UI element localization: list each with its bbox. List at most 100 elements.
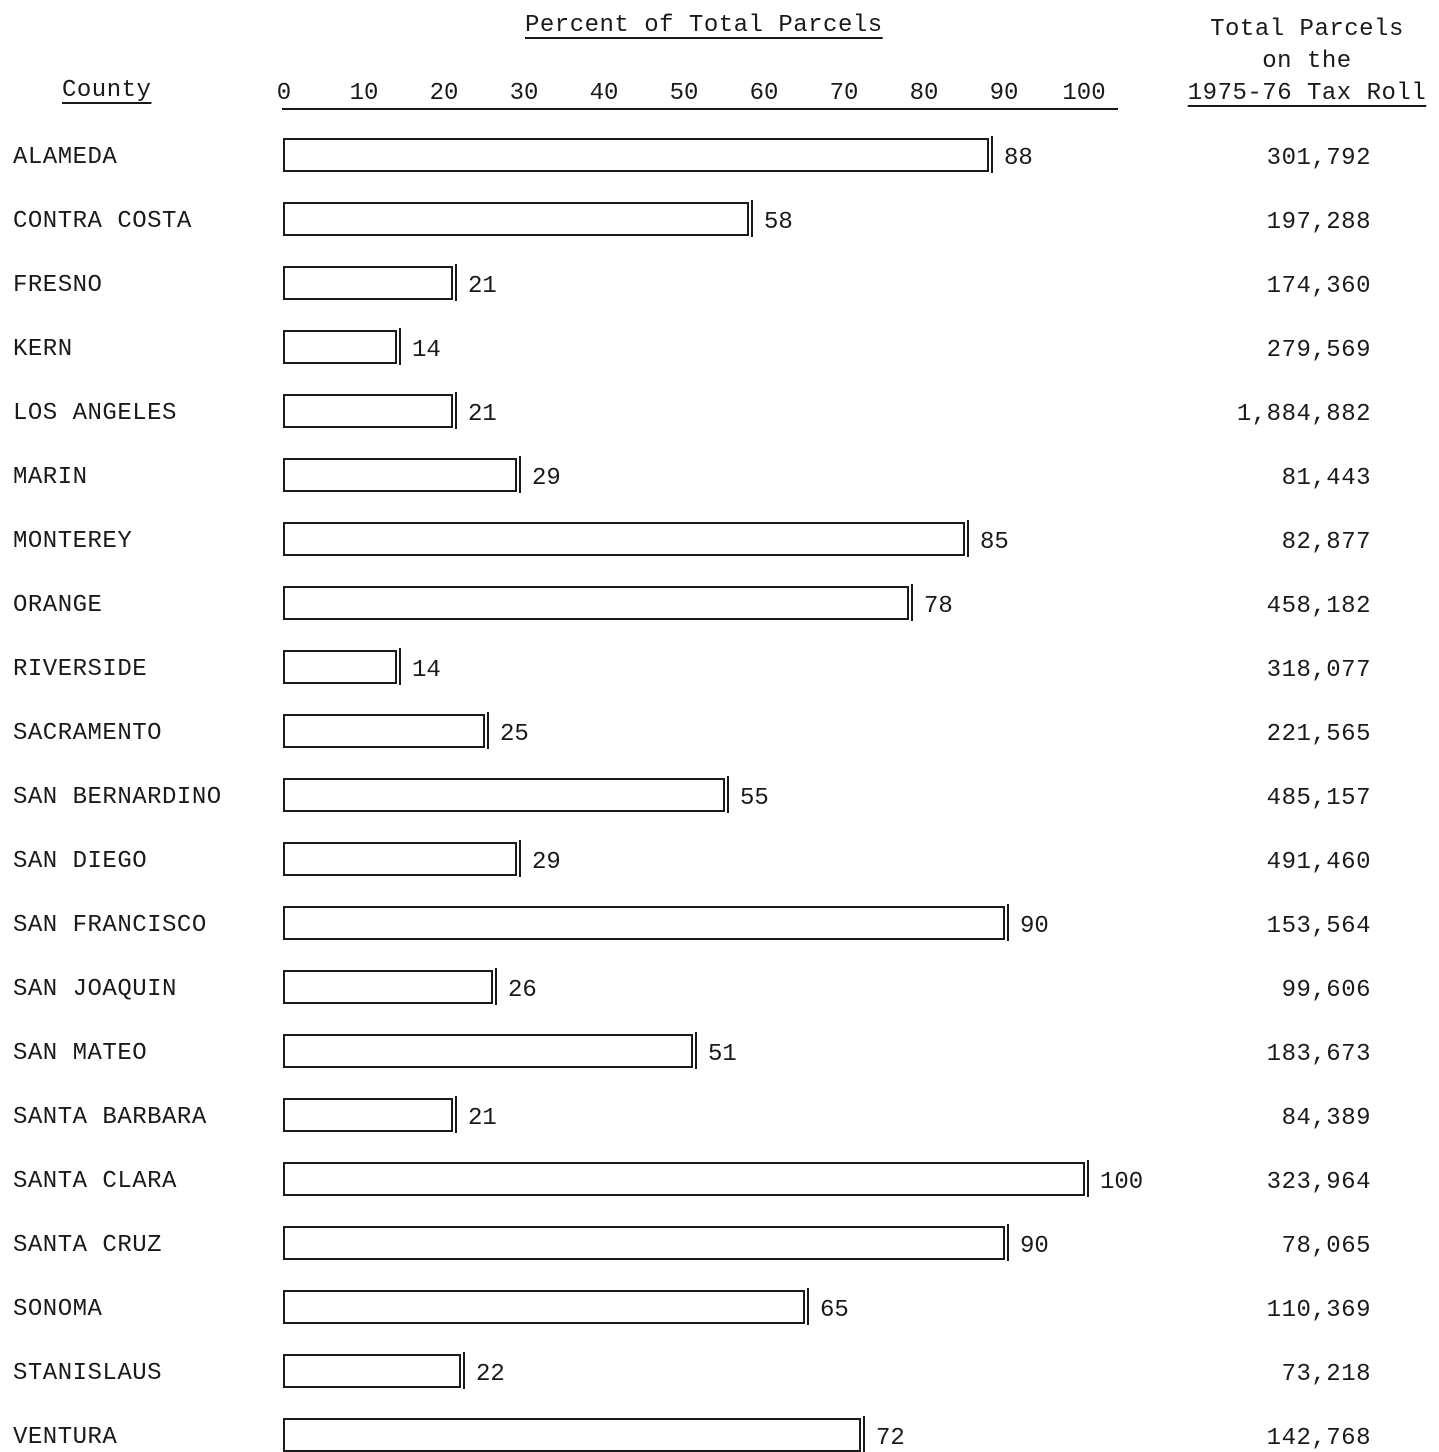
percent-bar [283, 714, 485, 748]
total-parcels-value: 84,389 [1282, 1105, 1371, 1132]
x-tick-label: 10 [350, 80, 379, 107]
county-label: SACRAMENTO [13, 720, 162, 747]
total-parcels-value: 142,768 [1267, 1425, 1371, 1452]
chart-row: SONOMA 65 110,369 [13, 1288, 1371, 1325]
county-column-header: County [62, 77, 152, 104]
chart-row: SANTA CLARA 100 323,964 [13, 1160, 1371, 1197]
percent-bar [283, 586, 909, 620]
percent-bar [283, 906, 1005, 940]
percent-bar [283, 970, 493, 1004]
chart-title: Percent of Total Parcels [525, 12, 883, 39]
bar-value-label: 21 [468, 1105, 497, 1132]
percent-bar [283, 330, 397, 364]
chart-row: ORANGE 78 458,182 [13, 584, 1371, 621]
x-tick-label: 80 [910, 80, 939, 107]
percent-bar [283, 650, 397, 684]
total-parcels-value: 301,792 [1267, 145, 1371, 172]
county-label: CONTRA COSTA [13, 208, 192, 235]
total-parcels-value: 279,569 [1267, 337, 1371, 364]
percent-bar [283, 778, 725, 812]
total-parcels-value: 491,460 [1267, 849, 1371, 876]
total-parcels-value: 153,564 [1267, 913, 1371, 940]
county-label: LOS ANGELES [13, 400, 177, 427]
chart-row: SAN MATEO 51 183,673 [13, 1032, 1371, 1069]
bar-value-label: 55 [740, 785, 769, 812]
total-parcels-value: 323,964 [1267, 1169, 1371, 1196]
x-tick-label: 20 [430, 80, 459, 107]
chart-row: CONTRA COSTA 58 197,288 [13, 200, 1371, 237]
chart-row: LOS ANGELES 21 1,884,882 [13, 392, 1371, 429]
chart-row: RIVERSIDE 14 318,077 [13, 648, 1371, 685]
total-parcels-value: 458,182 [1267, 593, 1371, 620]
total-parcels-value: 99,606 [1282, 977, 1371, 1004]
chart-row: SACRAMENTO 25 221,565 [13, 712, 1371, 749]
percent-bar [283, 1418, 861, 1452]
county-label: SAN JOAQUIN [13, 976, 177, 1003]
chart-row: SANTA BARBARA 21 84,389 [13, 1096, 1371, 1133]
bar-value-label: 85 [980, 529, 1009, 556]
chart-row: VENTURA 72 142,768 [13, 1416, 1371, 1452]
county-label: SAN BERNARDINO [13, 784, 222, 811]
chart-row: MONTEREY 85 82,877 [13, 520, 1371, 557]
bar-value-label: 29 [532, 465, 561, 492]
percent-bar [283, 394, 453, 428]
county-label: SAN DIEGO [13, 848, 147, 875]
bar-value-label: 100 [1100, 1169, 1143, 1196]
chart-row: ALAMEDA 88 301,792 [13, 136, 1371, 173]
bar-value-label: 25 [500, 721, 529, 748]
county-label: MONTEREY [13, 528, 132, 555]
chart-row: STANISLAUS 22 73,218 [13, 1352, 1371, 1389]
x-tick-label: 30 [510, 80, 539, 107]
county-label: SONOMA [13, 1296, 103, 1323]
county-label: MARIN [13, 464, 88, 491]
bar-value-label: 58 [764, 209, 793, 236]
county-label: SANTA BARBARA [13, 1104, 207, 1131]
county-label: KERN [13, 336, 73, 363]
chart-row: SAN FRANCISCO 90 153,564 [13, 904, 1371, 941]
percent-bar [283, 458, 517, 492]
county-label: VENTURA [13, 1424, 117, 1451]
percent-bar [283, 1354, 461, 1388]
bar-value-label: 51 [708, 1041, 737, 1068]
county-label: ORANGE [13, 592, 102, 619]
county-label: RIVERSIDE [13, 656, 147, 683]
bar-value-label: 78 [924, 593, 953, 620]
county-label: FRESNO [13, 272, 102, 299]
bar-value-label: 21 [468, 273, 497, 300]
x-tick-label: 40 [590, 80, 619, 107]
total-parcels-value: 110,369 [1267, 1297, 1371, 1324]
total-parcels-header-line-2: on the [1262, 48, 1352, 75]
percent-bar [283, 1034, 693, 1068]
county-label: SANTA CLARA [13, 1168, 177, 1195]
percent-bar [283, 266, 453, 300]
bar-value-label: 90 [1020, 1233, 1049, 1260]
bar-value-label: 26 [508, 977, 537, 1004]
chart-row: SAN JOAQUIN 26 99,606 [13, 968, 1371, 1005]
total-parcels-value: 73,218 [1282, 1361, 1371, 1388]
percent-bar [283, 842, 517, 876]
county-label: SAN MATEO [13, 1040, 147, 1067]
x-tick-label: 0 [277, 80, 291, 107]
chart-rows: ALAMEDA 88 301,792 CONTRA COSTA 58 197,288 FRE… [13, 136, 1371, 1452]
x-tick-label: 70 [830, 80, 859, 107]
county-label: ALAMEDA [13, 144, 117, 171]
x-axis: 0 10 20 30 40 50 60 70 80 90 100 [277, 80, 1118, 110]
total-parcels-value: 485,157 [1267, 785, 1371, 812]
bar-value-label: 22 [476, 1361, 505, 1388]
chart-row: SAN DIEGO 29 491,460 [13, 840, 1371, 877]
chart-row: KERN 14 279,569 [13, 328, 1371, 365]
x-tick-label: 50 [670, 80, 699, 107]
bar-value-label: 90 [1020, 913, 1049, 940]
total-parcels-value: 221,565 [1267, 721, 1371, 748]
chart-row: SANTA CRUZ 90 78,065 [13, 1224, 1371, 1261]
chart-row: MARIN 29 81,443 [13, 456, 1371, 493]
percent-bar [283, 1162, 1085, 1196]
total-parcels-value: 174,360 [1267, 273, 1371, 300]
percent-bar [283, 1290, 805, 1324]
total-parcels-value: 197,288 [1267, 209, 1371, 236]
total-parcels-value: 183,673 [1267, 1041, 1371, 1068]
total-parcels-value: 78,065 [1282, 1233, 1371, 1260]
total-parcels-value: 82,877 [1282, 529, 1371, 556]
percent-bar [283, 202, 749, 236]
x-tick-label: 90 [990, 80, 1019, 107]
